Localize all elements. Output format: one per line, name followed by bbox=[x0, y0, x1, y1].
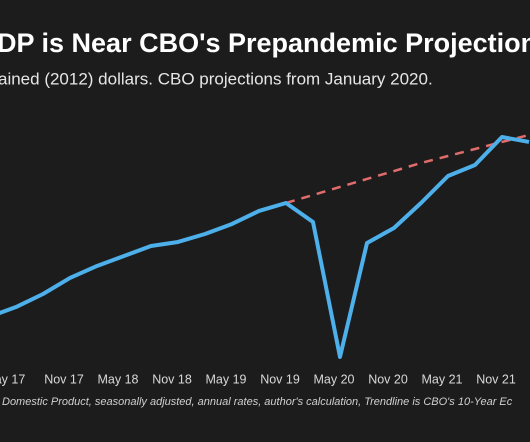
x-tick-label: ay 17 bbox=[0, 372, 25, 386]
chart-subtitle: ained (2012) dollars. CBO projections fr… bbox=[0, 69, 433, 88]
x-tick-label: Nov 21 bbox=[476, 372, 516, 386]
footnote: Domestic Product, seasonally adjusted, a… bbox=[2, 396, 513, 408]
x-tick-label: May 21 bbox=[422, 372, 463, 386]
x-tick-label: May 19 bbox=[206, 372, 247, 386]
x-tick-label: Nov 18 bbox=[152, 372, 192, 386]
x-tick-label: Nov 19 bbox=[260, 372, 300, 386]
chart-title: DP is Near CBO's Prepandemic Projections bbox=[0, 28, 530, 58]
x-tick-label: May 20 bbox=[314, 372, 355, 386]
x-tick-label: Nov 17 bbox=[44, 372, 84, 386]
x-tick-label: May 18 bbox=[98, 372, 139, 386]
x-tick-label: Nov 20 bbox=[368, 372, 408, 386]
trend-line bbox=[285, 133, 530, 205]
data-line bbox=[0, 134, 530, 359]
